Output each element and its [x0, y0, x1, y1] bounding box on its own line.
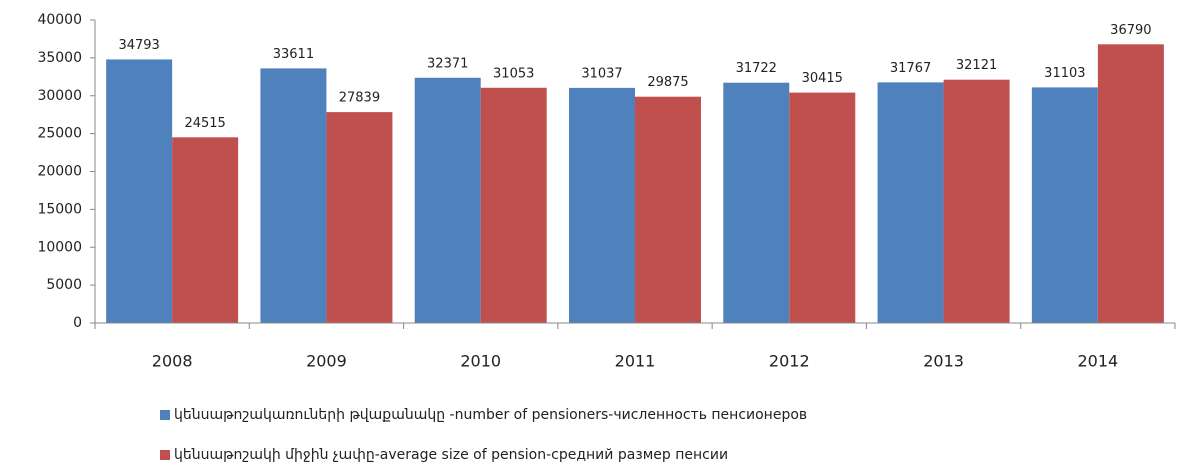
- x-tick-label: 2012: [769, 352, 810, 371]
- bar: [480, 87, 547, 323]
- y-tick-label: 25000: [37, 126, 82, 142]
- bar: [172, 137, 239, 323]
- bar: [260, 68, 327, 324]
- x-tick-label: 2011: [615, 352, 656, 371]
- bar: [943, 79, 1010, 323]
- bar: [414, 77, 481, 323]
- x-tick-label: 2009: [306, 352, 347, 371]
- value-label: 29875: [647, 75, 688, 90]
- legend-label: կենսաթոշակի միջին չափը-average size of p…: [174, 447, 728, 463]
- legend-swatch: [160, 410, 170, 420]
- value-label: 31722: [736, 61, 777, 76]
- value-label: 31053: [493, 66, 534, 81]
- y-tick-label: 30000: [37, 88, 82, 104]
- value-label: 36790: [1110, 23, 1151, 38]
- value-label: 31767: [890, 61, 931, 76]
- value-label: 34793: [118, 38, 159, 53]
- value-label: 30415: [802, 71, 843, 86]
- bar: [326, 112, 393, 324]
- legend-swatch: [160, 450, 170, 460]
- bar: [106, 59, 173, 323]
- bar: [569, 87, 635, 324]
- y-tick-label: 35000: [37, 50, 82, 66]
- y-tick-label: 15000: [37, 201, 82, 217]
- value-label: 24515: [184, 116, 225, 131]
- y-tick-label: 40000: [37, 12, 82, 28]
- x-tick-label: 2013: [923, 352, 964, 371]
- value-label: 32371: [427, 56, 468, 71]
- y-tick-label: 0: [73, 315, 82, 331]
- bar: [723, 82, 790, 324]
- bar: [635, 96, 701, 324]
- y-tick-label: 20000: [37, 164, 82, 180]
- x-tick-label: 2008: [152, 352, 193, 371]
- bar: [1097, 44, 1164, 324]
- bar: [789, 92, 856, 323]
- value-label: 32121: [956, 58, 997, 73]
- bar: [1031, 87, 1098, 323]
- value-label: 27839: [339, 91, 380, 106]
- value-label: 33611: [273, 47, 314, 62]
- legend-label: կենսաթոշակառուների թվաքանակը -number of …: [174, 407, 807, 423]
- x-tick-label: 2014: [1077, 352, 1118, 371]
- bar: [877, 82, 944, 323]
- y-tick-label: 10000: [37, 239, 82, 255]
- y-tick-label: 5000: [46, 277, 82, 293]
- value-label: 31037: [581, 66, 622, 81]
- value-label: 31103: [1044, 66, 1085, 81]
- x-tick-label: 2010: [460, 352, 501, 371]
